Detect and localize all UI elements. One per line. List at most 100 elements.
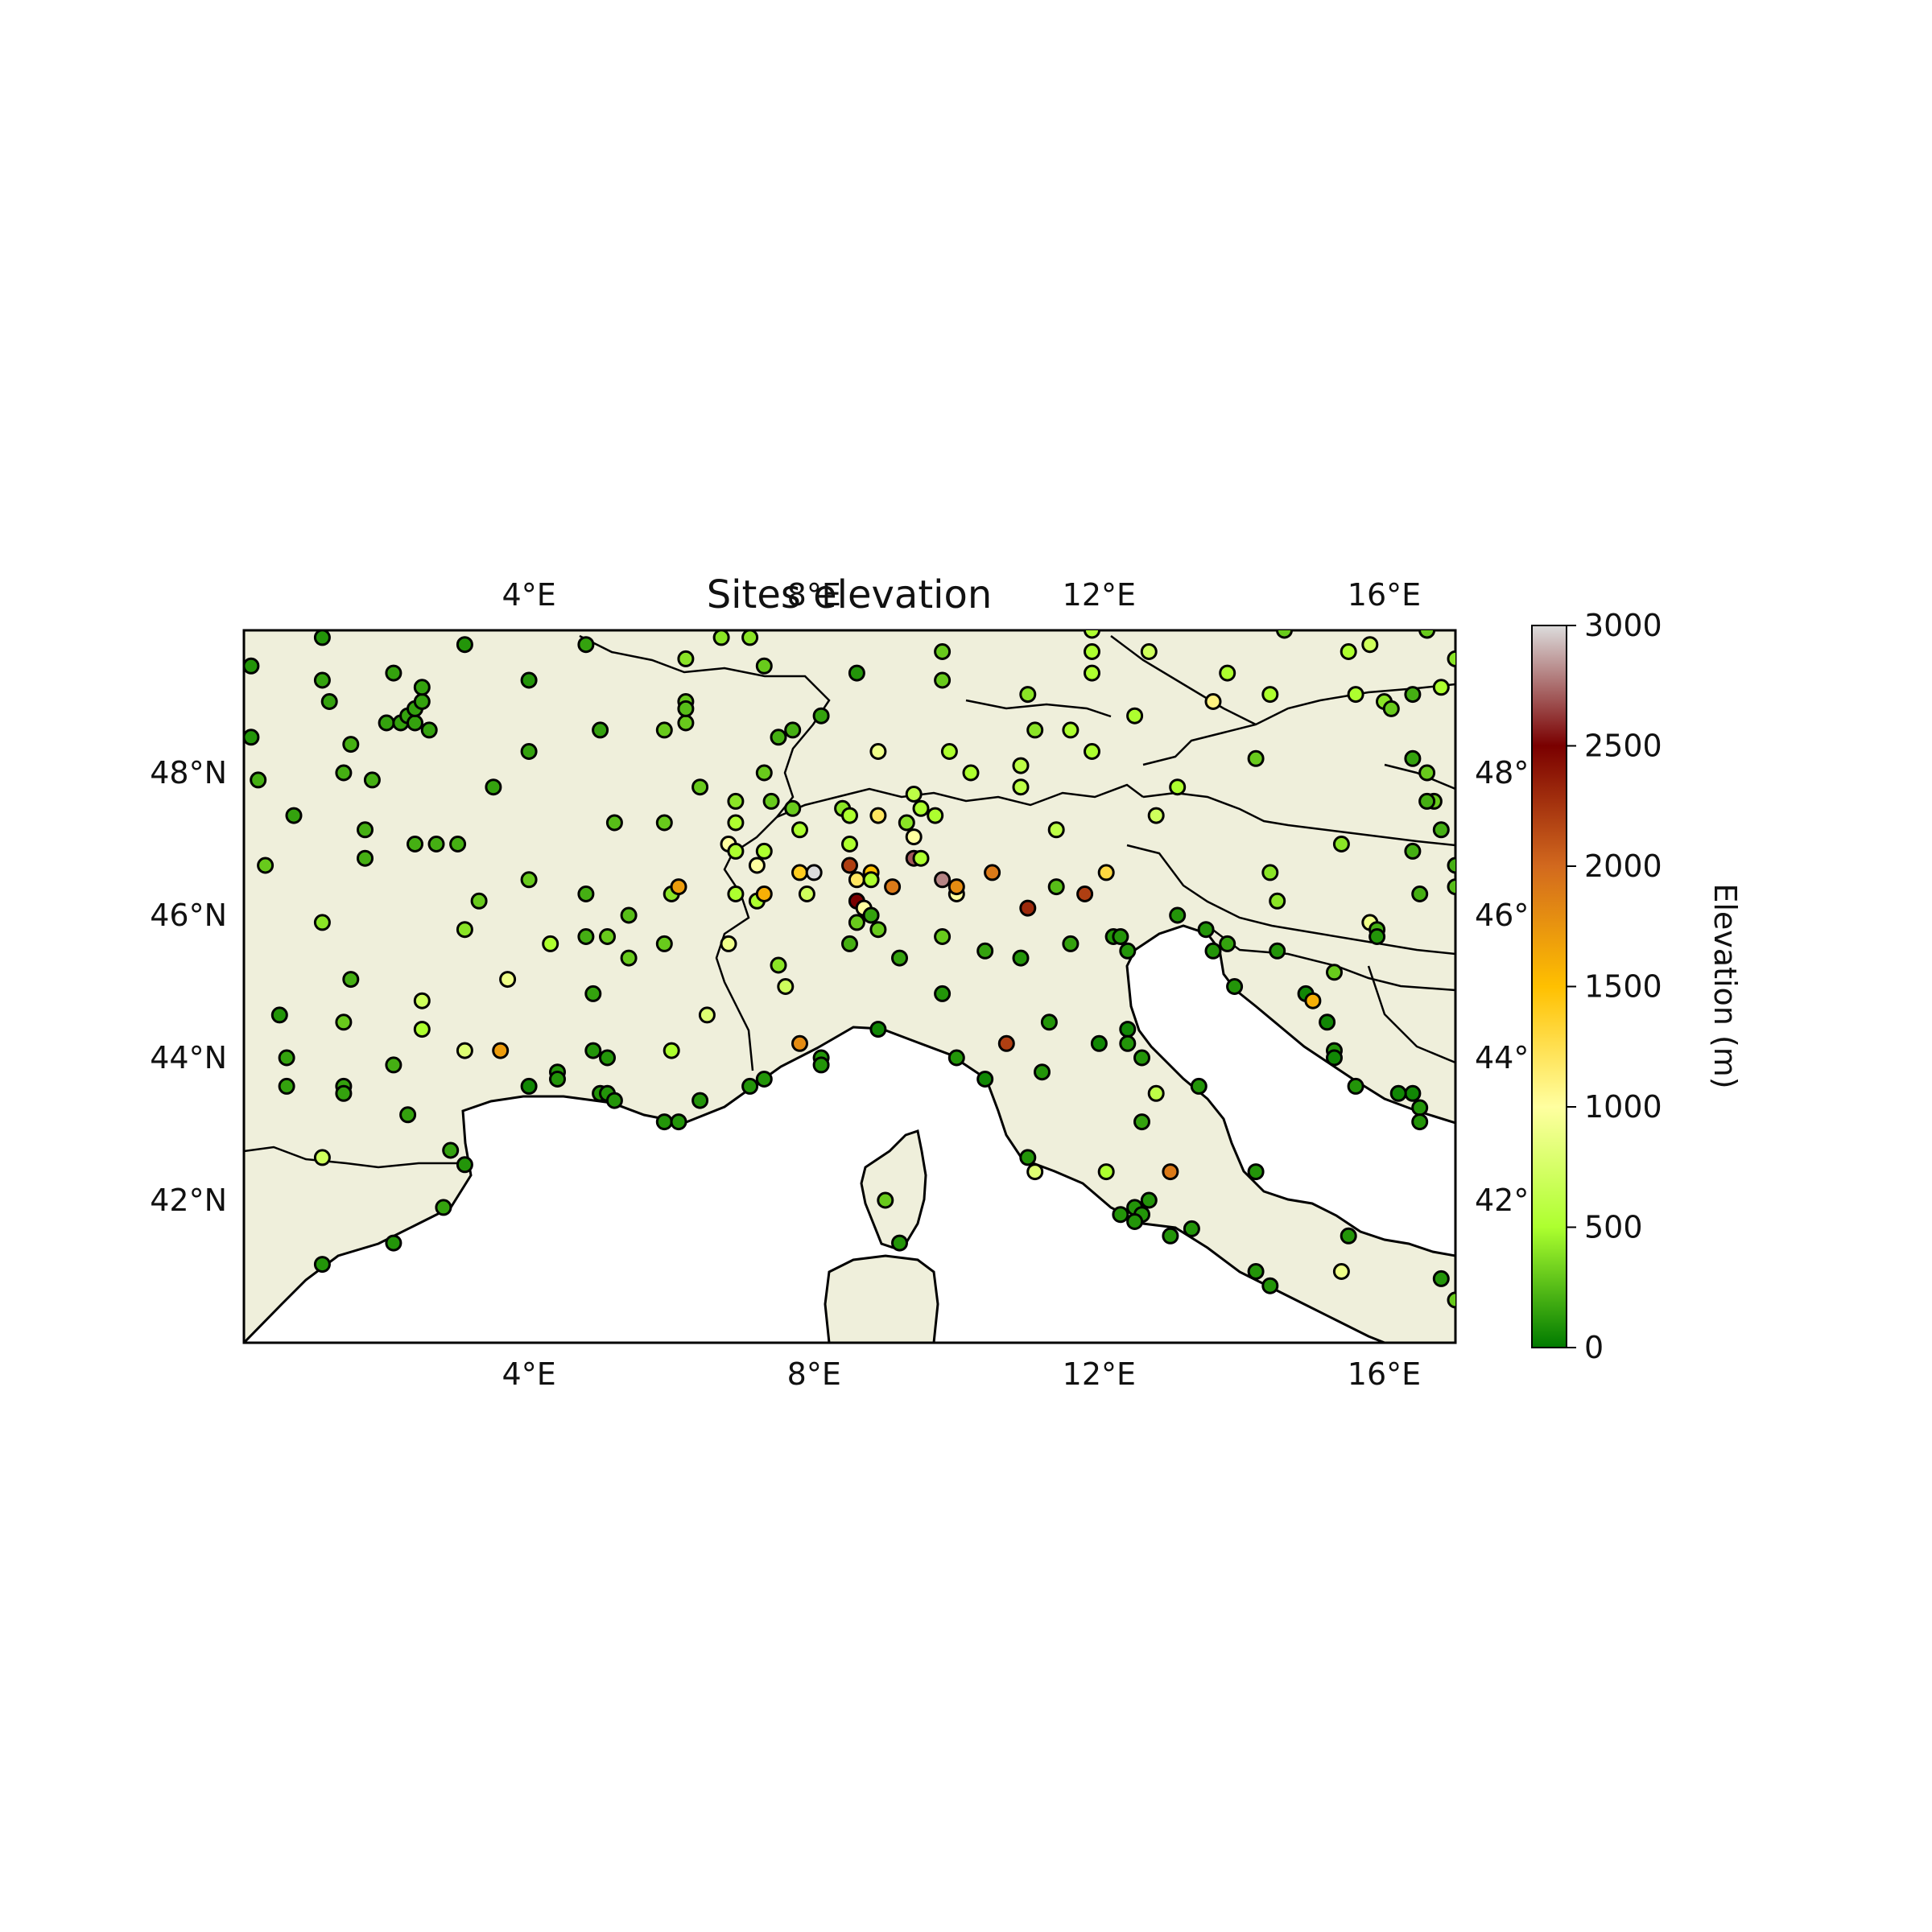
site-marker bbox=[984, 864, 1001, 881]
site-marker bbox=[250, 771, 267, 789]
site-marker bbox=[1062, 721, 1080, 739]
site-marker bbox=[1190, 1077, 1208, 1095]
site-marker bbox=[869, 807, 887, 824]
y-tick-label: 46°N bbox=[150, 898, 227, 933]
site-marker bbox=[1340, 1227, 1357, 1245]
site-marker bbox=[655, 721, 673, 739]
site-marker bbox=[1261, 686, 1279, 704]
site-marker bbox=[1404, 749, 1422, 767]
site-marker bbox=[456, 1042, 473, 1059]
site-marker bbox=[1247, 749, 1265, 767]
site-marker bbox=[741, 630, 759, 646]
site-marker bbox=[1097, 864, 1115, 881]
site-marker bbox=[962, 764, 980, 782]
site-marker bbox=[1347, 686, 1364, 704]
site-marker bbox=[413, 992, 431, 1009]
site-marker bbox=[1133, 1049, 1150, 1067]
site-marker bbox=[770, 956, 787, 974]
site-marker bbox=[420, 721, 438, 739]
site-marker bbox=[1269, 892, 1286, 910]
site-marker bbox=[1012, 949, 1030, 967]
site-marker bbox=[1084, 743, 1100, 760]
y-tick-label: 48°N bbox=[150, 755, 227, 791]
site-marker bbox=[599, 1049, 616, 1067]
site-marker bbox=[670, 1113, 687, 1131]
site-marker bbox=[677, 650, 695, 667]
site-marker bbox=[862, 906, 880, 924]
site-marker bbox=[1147, 1084, 1165, 1102]
site-marker bbox=[1112, 1206, 1129, 1224]
site-marker bbox=[940, 743, 958, 760]
site-marker bbox=[1126, 1213, 1144, 1230]
site-marker bbox=[520, 1077, 538, 1095]
site-marker bbox=[1404, 686, 1422, 704]
colorbar: 0 500 1000 1500 2000 2500 3000 Elevation (m) bbox=[1531, 608, 1743, 1365]
site-marker bbox=[1411, 886, 1429, 902]
colorbar-tick-label: 1000 bbox=[1584, 1089, 1662, 1125]
site-marker bbox=[620, 949, 638, 967]
site-marker bbox=[342, 736, 360, 753]
site-marker bbox=[1432, 1269, 1450, 1287]
site-marker bbox=[805, 864, 823, 881]
site-marker bbox=[413, 693, 431, 710]
site-marker bbox=[592, 721, 609, 739]
site-marker bbox=[257, 857, 275, 874]
site-marker bbox=[270, 1006, 288, 1024]
site-marker bbox=[720, 935, 737, 952]
site-marker bbox=[841, 857, 858, 874]
site-marker bbox=[727, 842, 745, 860]
site-marker bbox=[698, 1006, 716, 1024]
site-marker bbox=[905, 786, 923, 803]
site-marker bbox=[912, 849, 930, 867]
site-marker bbox=[313, 1149, 331, 1166]
site-marker bbox=[877, 1191, 894, 1209]
site-marker bbox=[413, 1021, 431, 1038]
y-axis-left-ticks: 42°N 44°N 46°N 48°N bbox=[150, 755, 227, 1218]
site-marker bbox=[1204, 942, 1222, 960]
site-marker bbox=[691, 778, 709, 796]
y-tick-label: 44°N bbox=[150, 1040, 227, 1075]
site-marker bbox=[1219, 664, 1236, 682]
site-marker bbox=[385, 1056, 402, 1074]
site-marker bbox=[934, 643, 952, 660]
x-tick-label: 4°E bbox=[502, 1356, 556, 1392]
y-axis-right-ticks: 42° 44° 46° 48° bbox=[1475, 755, 1529, 1218]
site-marker bbox=[427, 836, 445, 852]
site-marker bbox=[905, 828, 923, 846]
site-marker bbox=[520, 743, 538, 760]
site-marker bbox=[584, 985, 602, 1002]
site-marker bbox=[1447, 1291, 1455, 1309]
site-marker bbox=[1012, 778, 1030, 796]
site-marker bbox=[869, 921, 887, 939]
site-marker bbox=[605, 1092, 623, 1109]
site-marker bbox=[1019, 1149, 1037, 1166]
site-marker bbox=[385, 1234, 402, 1252]
site-marker bbox=[492, 1042, 510, 1059]
site-marker bbox=[313, 671, 331, 689]
site-marker bbox=[1197, 921, 1215, 939]
site-marker bbox=[934, 985, 952, 1002]
colorbar-tick-label: 500 bbox=[1584, 1210, 1643, 1245]
site-marker bbox=[1169, 906, 1187, 924]
site-marker bbox=[413, 679, 431, 696]
site-marker bbox=[777, 978, 795, 995]
site-marker bbox=[244, 729, 260, 746]
site-marker bbox=[762, 792, 780, 810]
site-marker bbox=[1062, 935, 1080, 952]
site-marker bbox=[655, 814, 673, 832]
colorbar-label: Elevation (m) bbox=[1707, 883, 1743, 1088]
site-marker bbox=[320, 693, 338, 710]
site-marker bbox=[1404, 1084, 1422, 1102]
site-marker bbox=[1183, 1220, 1200, 1237]
site-marker bbox=[1326, 1049, 1343, 1067]
site-marker bbox=[670, 878, 687, 896]
site-marker bbox=[1019, 686, 1037, 704]
site-marker bbox=[313, 1256, 331, 1274]
site-marker bbox=[1261, 1277, 1279, 1294]
site-marker bbox=[784, 721, 802, 739]
site-marker bbox=[755, 657, 773, 675]
site-marker bbox=[1076, 886, 1094, 902]
site-marker bbox=[1276, 630, 1293, 639]
site-marker bbox=[1447, 650, 1455, 667]
site-marker bbox=[1247, 1263, 1265, 1280]
